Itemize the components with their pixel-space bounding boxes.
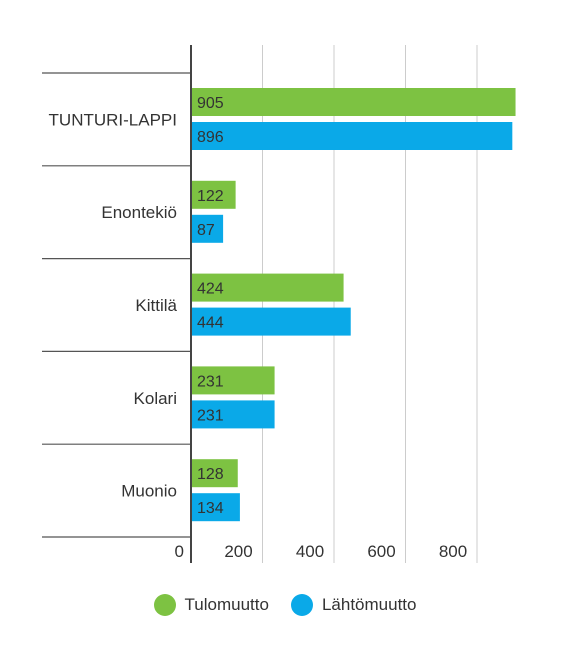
legend: Tulomuutto Lähtömuutto: [0, 594, 570, 616]
data-label: 424: [197, 281, 224, 298]
legend-label-lahtomuutto: Lähtömuutto: [321, 595, 417, 614]
category-label: Kolari: [134, 389, 177, 408]
legend-swatch-lahtomuutto: [290, 594, 313, 616]
x-tick-label: 0: [175, 542, 184, 561]
bar: [192, 400, 275, 429]
legend-label-tulomuutto: Tulomuutto: [184, 595, 269, 614]
data-label: 231: [197, 373, 224, 390]
category-label: Kittilä: [135, 296, 177, 315]
data-label: 87: [197, 222, 215, 239]
bar: [192, 493, 240, 522]
data-label: 128: [197, 466, 224, 483]
bar: [192, 88, 516, 116]
bar: [192, 459, 238, 488]
bar: [192, 122, 513, 150]
category-label: TUNTURI-LAPPI: [49, 110, 177, 129]
legend-item-tulomuutto: Tulomuutto: [153, 594, 269, 616]
data-label: 905: [197, 95, 224, 112]
bar: [192, 273, 344, 302]
category-label: Muonio: [121, 482, 177, 501]
x-tick-label: 600: [367, 542, 395, 561]
bar: [192, 366, 275, 395]
x-tick-label: 800: [439, 542, 467, 561]
category-label: Enontekiö: [101, 203, 177, 222]
data-label: 896: [197, 129, 224, 146]
bar: [192, 180, 236, 209]
data-label: 444: [197, 315, 224, 332]
data-label: 122: [197, 188, 224, 205]
data-label: 231: [197, 407, 224, 424]
x-tick-label: 400: [296, 542, 324, 561]
bar: [192, 214, 224, 243]
legend-swatch-tulomuutto: [153, 594, 176, 616]
x-tick-label: 200: [224, 542, 252, 561]
legend-item-lahtomuutto: Lähtömuutto: [290, 594, 417, 616]
data-label: 134: [197, 500, 224, 517]
bar: [192, 307, 351, 336]
